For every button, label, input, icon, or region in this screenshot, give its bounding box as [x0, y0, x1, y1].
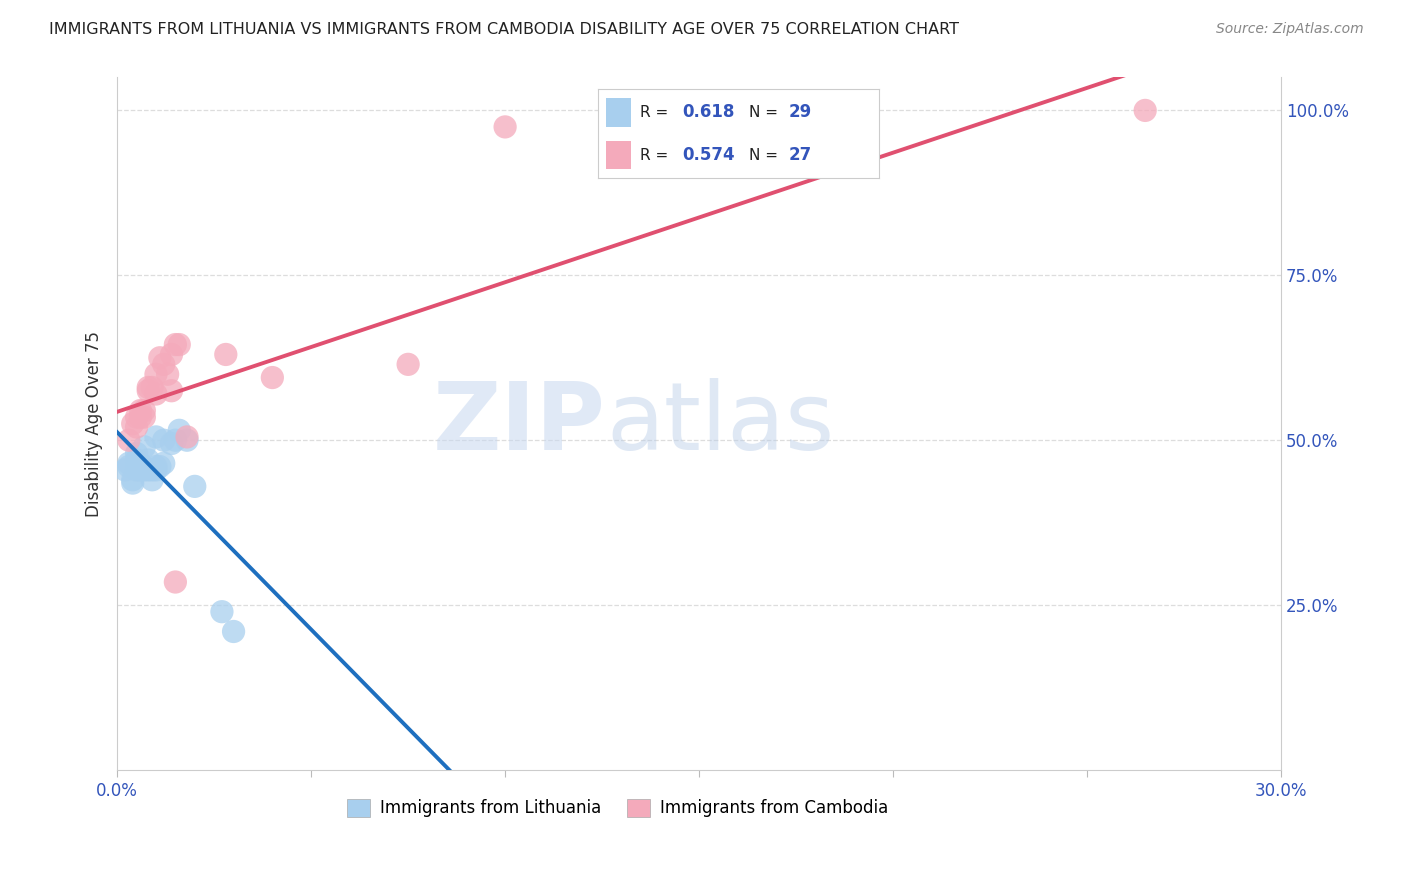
Point: [134, 440, 156, 454]
Point: [136, 380, 159, 394]
Point: [136, 384, 159, 398]
Point: [125, 453, 148, 467]
Point: [118, 456, 141, 470]
Point: [125, 446, 148, 460]
Point: [134, 403, 156, 417]
Text: N =: N =: [749, 105, 783, 120]
Point: [118, 459, 141, 474]
Point: [211, 605, 233, 619]
Text: 0.574: 0.574: [682, 146, 734, 164]
Point: [1133, 103, 1156, 118]
Point: [149, 351, 172, 365]
Point: [176, 434, 198, 448]
Point: [152, 357, 174, 371]
Text: R =: R =: [640, 148, 673, 162]
Text: atlas: atlas: [606, 377, 834, 470]
Point: [136, 463, 159, 477]
Point: [156, 368, 179, 382]
Point: [184, 479, 207, 493]
Point: [125, 410, 148, 425]
Point: [141, 463, 163, 477]
Point: [129, 410, 152, 425]
Point: [125, 420, 148, 434]
Text: R =: R =: [640, 105, 673, 120]
Point: [160, 436, 183, 450]
FancyBboxPatch shape: [606, 141, 631, 169]
Point: [165, 574, 187, 589]
Point: [129, 403, 152, 417]
Point: [121, 473, 143, 487]
Point: [222, 624, 245, 639]
Text: N =: N =: [749, 148, 783, 162]
Text: 29: 29: [789, 103, 813, 121]
Point: [141, 380, 163, 394]
Point: [176, 430, 198, 444]
Point: [152, 456, 174, 470]
Text: 27: 27: [789, 146, 813, 164]
Point: [145, 387, 167, 401]
FancyBboxPatch shape: [606, 98, 631, 127]
Point: [160, 384, 183, 398]
Point: [165, 337, 187, 351]
Point: [262, 370, 284, 384]
Point: [136, 453, 159, 467]
Point: [494, 120, 516, 134]
Point: [118, 434, 141, 448]
Point: [149, 459, 172, 474]
Point: [125, 463, 148, 477]
Point: [396, 357, 419, 371]
Point: [145, 368, 167, 382]
Text: ZIP: ZIP: [433, 377, 606, 470]
Point: [145, 459, 167, 474]
Point: [167, 423, 190, 437]
Point: [134, 410, 156, 425]
Text: IMMIGRANTS FROM LITHUANIA VS IMMIGRANTS FROM CAMBODIA DISABILITY AGE OVER 75 COR: IMMIGRANTS FROM LITHUANIA VS IMMIGRANTS …: [49, 22, 959, 37]
Point: [160, 347, 183, 361]
Point: [167, 337, 190, 351]
Point: [145, 430, 167, 444]
Point: [152, 434, 174, 448]
Text: 0.618: 0.618: [682, 103, 734, 121]
Legend: Immigrants from Lithuania, Immigrants from Cambodia: Immigrants from Lithuania, Immigrants fr…: [340, 792, 894, 824]
Point: [141, 473, 163, 487]
Point: [121, 476, 143, 491]
Point: [129, 463, 152, 477]
Point: [114, 463, 136, 477]
Point: [134, 463, 156, 477]
Text: Source: ZipAtlas.com: Source: ZipAtlas.com: [1216, 22, 1364, 37]
Point: [215, 347, 238, 361]
Point: [129, 456, 152, 470]
Point: [121, 417, 143, 431]
Point: [165, 434, 187, 448]
Point: [145, 463, 167, 477]
Y-axis label: Disability Age Over 75: Disability Age Over 75: [86, 331, 103, 516]
